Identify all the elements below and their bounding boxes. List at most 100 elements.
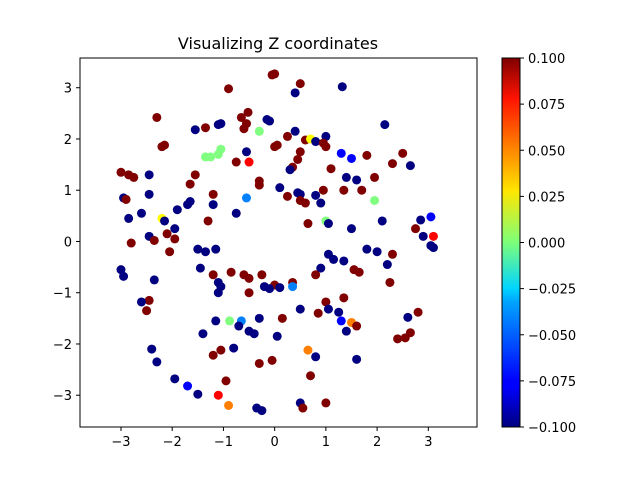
data-point [282, 191, 292, 201]
data-point [306, 371, 316, 381]
data-point [229, 343, 239, 353]
data-point [377, 216, 387, 226]
data-point [405, 161, 415, 171]
data-point [144, 170, 154, 180]
data-point [126, 238, 136, 248]
data-point [303, 219, 313, 229]
data-point [234, 321, 244, 331]
data-point [290, 88, 300, 98]
data-point [311, 270, 321, 280]
data-point [426, 212, 436, 222]
y-tick-label: 3 [64, 82, 72, 97]
data-point [290, 126, 300, 136]
data-point [265, 284, 275, 294]
data-point [270, 142, 280, 152]
data-point [313, 308, 323, 318]
data-point [321, 398, 331, 408]
x-tick-label: 3 [424, 435, 432, 450]
data-point [226, 267, 236, 277]
colorbar: −0.100 −0.075 −0.050 −0.025 0.000 0.025 0.050 0… [501, 52, 576, 436]
data-point [157, 142, 167, 152]
data-point [239, 124, 249, 134]
data-point [326, 164, 336, 174]
plot-area: −3 −2 −1 0 1 2 3 −3 −2 −1 0 1 2 3 [53, 57, 478, 450]
data-point [224, 400, 234, 410]
data-point [195, 263, 205, 273]
data-point [183, 200, 193, 210]
data-point [352, 175, 362, 185]
data-point [387, 159, 397, 169]
points-layer [116, 69, 438, 416]
data-point [149, 235, 159, 245]
data-point [311, 352, 321, 362]
data-point [428, 231, 438, 241]
data-point [336, 316, 346, 326]
data-point [352, 354, 362, 364]
data-point [372, 247, 382, 257]
data-point [341, 326, 351, 336]
data-point [201, 247, 211, 257]
colorbar-tick-label: −0.025 [528, 283, 576, 298]
data-point [323, 219, 333, 229]
data-point [265, 116, 275, 126]
colorbar-tick-label: 0.000 [528, 237, 565, 252]
colorbar-tick-label: −0.050 [528, 329, 576, 344]
data-point [428, 243, 438, 253]
data-point [142, 306, 152, 316]
data-point [249, 329, 259, 339]
data-point [270, 69, 280, 79]
data-point [147, 344, 157, 354]
data-point [295, 304, 305, 314]
data-point [241, 193, 251, 203]
data-point [385, 277, 395, 287]
data-point [231, 208, 241, 218]
data-point [243, 107, 253, 117]
colorbar-gradient [501, 57, 521, 428]
chart-title: Visualizing Z coordinates [178, 34, 378, 53]
data-point [213, 288, 223, 298]
data-point [185, 179, 195, 189]
data-point [208, 200, 218, 210]
data-point [334, 307, 344, 317]
data-point [224, 84, 234, 94]
data-point [183, 381, 193, 391]
data-point [213, 390, 223, 400]
data-point [282, 131, 292, 141]
data-point [316, 263, 326, 273]
data-point [206, 152, 216, 162]
data-point [411, 224, 421, 234]
y-tick-label: 1 [64, 184, 72, 199]
data-point [211, 244, 221, 254]
colorbar-tick-label: −0.100 [528, 421, 576, 436]
y-tick-label: 0 [64, 235, 72, 250]
data-point [316, 198, 326, 208]
data-point [165, 247, 175, 257]
data-point [380, 120, 390, 130]
data-point [160, 216, 170, 226]
data-point [208, 189, 218, 199]
data-point [370, 195, 380, 205]
data-point [254, 358, 264, 368]
y-tick-label: −2 [53, 338, 72, 353]
data-point [190, 125, 200, 135]
data-point [400, 333, 410, 343]
data-point [416, 215, 426, 225]
plot-border [79, 57, 478, 428]
data-point [244, 157, 254, 167]
data-point [152, 112, 162, 122]
data-point [272, 331, 282, 341]
data-point [121, 194, 131, 204]
data-point [254, 126, 264, 136]
x-axis: −3 −2 −1 0 1 2 3 [111, 427, 432, 450]
x-tick-label: −2 [163, 435, 182, 450]
data-point [257, 270, 267, 280]
data-point [208, 350, 218, 360]
data-point [418, 231, 428, 241]
data-point [398, 148, 408, 158]
data-point [337, 82, 347, 92]
colorbar-tick-label: 0.075 [528, 98, 565, 113]
data-point [321, 297, 331, 307]
data-point [403, 312, 413, 322]
x-tick-label: 0 [271, 435, 279, 450]
